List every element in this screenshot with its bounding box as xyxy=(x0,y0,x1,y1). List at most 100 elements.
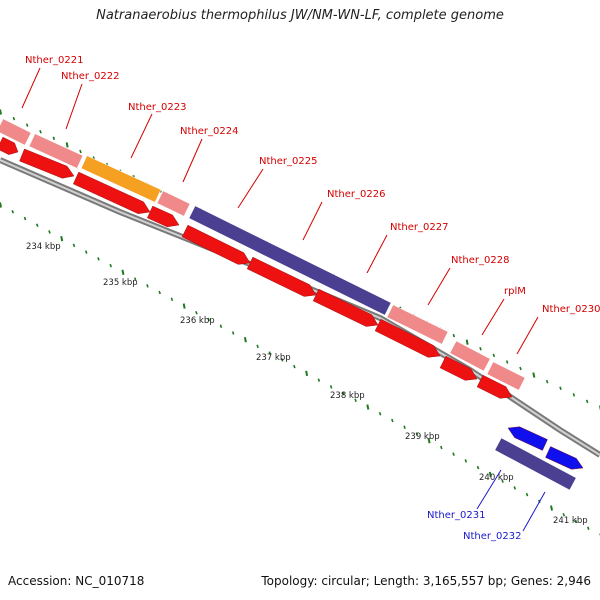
label-leader-line xyxy=(65,83,83,130)
gene-bar-nther-0222 xyxy=(28,133,84,169)
tick-mark xyxy=(146,284,149,288)
kbp-label: 235 kbp xyxy=(103,278,138,288)
tick-mark xyxy=(532,372,536,378)
cds-arrow-nther-0225 xyxy=(181,224,251,265)
gene-label: Nther_0225 xyxy=(259,156,317,167)
tick-mark xyxy=(403,425,406,429)
tick-mark xyxy=(501,479,504,483)
tick-mark xyxy=(476,465,480,470)
tick-mark xyxy=(12,116,16,121)
tick-mark xyxy=(231,331,235,335)
tick-mark xyxy=(342,391,345,396)
kbp-label: 239 kbp xyxy=(405,432,440,442)
tick-mark xyxy=(415,432,419,436)
tick-mark xyxy=(378,412,382,416)
gene-bar-nther-0227 xyxy=(386,304,449,345)
tick-mark xyxy=(545,379,549,384)
tick-mark xyxy=(97,257,100,261)
genome-backbone xyxy=(0,157,600,458)
tick-mark xyxy=(329,385,333,389)
backbone-inner xyxy=(0,159,600,456)
backbone-outer xyxy=(0,157,600,458)
tick-mark xyxy=(488,471,492,478)
tick-mark xyxy=(452,333,456,338)
tick-mark xyxy=(572,393,576,397)
cds-arrows xyxy=(0,136,584,470)
tick-mark xyxy=(23,216,27,221)
gene-bar-nther-0225-0226 xyxy=(188,205,392,316)
tick-mark xyxy=(427,438,431,444)
tick-mark xyxy=(0,109,2,115)
tick-mark xyxy=(586,526,590,531)
tick-mark xyxy=(293,364,296,369)
kbp-label: 241 kbp xyxy=(553,516,588,526)
gene-labels: Nther_0221 Nther_0222 Nther_0223 Nther_0224… xyxy=(21,55,600,542)
cds-arrow-nther-0221 xyxy=(0,136,19,155)
kbp-label: 234 kbp xyxy=(26,242,61,252)
label-leader-line xyxy=(21,67,41,109)
tick-mark xyxy=(513,486,517,490)
tick-mark xyxy=(464,459,468,463)
tick-mark xyxy=(109,263,112,268)
tick-mark xyxy=(11,209,15,214)
cds-arrow-nther-0231 xyxy=(507,426,548,451)
cds-arrow-nther-0226b xyxy=(312,288,379,327)
label-leader-line xyxy=(366,234,388,274)
tick-mark xyxy=(25,123,29,127)
tick-mark xyxy=(158,290,161,295)
gene-bar-nther-0224 xyxy=(156,190,191,217)
tick-mark xyxy=(317,378,321,382)
gene-label: Nther_0221 xyxy=(25,55,83,66)
tick-mark xyxy=(52,136,56,141)
cds-arrow-nther-0232 xyxy=(545,446,584,470)
genome-title: Natranaerobius thermophilus JW/NM-WN-LF,… xyxy=(96,8,504,23)
tick-mark xyxy=(35,223,39,227)
accession-text: Accession: NC_010718 xyxy=(8,574,145,588)
tick-mark xyxy=(525,492,529,497)
tick-mark xyxy=(452,452,455,456)
kbp-label: 236 kbp xyxy=(180,316,215,326)
tick-mark xyxy=(219,324,223,328)
tick-mark xyxy=(79,149,82,154)
tick-mark xyxy=(48,230,51,234)
tick-mark xyxy=(354,398,357,403)
cds-arrow-nther-0228 xyxy=(439,355,478,381)
label-leader-line xyxy=(481,298,505,336)
gene-label: Nther_0228 xyxy=(451,255,509,266)
label-leader-line xyxy=(516,316,539,355)
gene-label: Nther_0224 xyxy=(180,126,238,137)
label-leader-line xyxy=(522,491,546,532)
cds-arrow-nther-0223 xyxy=(73,171,151,214)
gene-bar-nther-0231-0232 xyxy=(494,437,577,491)
tick-mark xyxy=(465,339,469,345)
tick-mark xyxy=(84,250,88,254)
tick-mark xyxy=(574,519,578,524)
gene-bars xyxy=(0,118,577,491)
tick-mark xyxy=(366,404,370,410)
tick-mark xyxy=(72,243,76,248)
cds-arrow-nther-0227 xyxy=(374,318,441,358)
tick-mark xyxy=(170,297,174,302)
gene-label: Nther_0223 xyxy=(128,102,186,113)
gene-bar-rplm xyxy=(449,340,491,372)
tick-mark xyxy=(562,513,566,517)
gene-label: rplM xyxy=(504,286,526,297)
gene-label: Nther_0227 xyxy=(390,222,448,233)
genome-summary-text: Topology: circular; Length: 3,165,557 bp… xyxy=(261,574,591,588)
tick-mark xyxy=(65,142,69,148)
tick-mark xyxy=(39,129,42,134)
kbp-label: 238 kbp xyxy=(330,391,365,401)
gene-label: Nther_0232 xyxy=(463,531,521,542)
tick-mark xyxy=(440,445,443,450)
tick-mark xyxy=(195,311,198,315)
kbp-label: 237 kbp xyxy=(256,353,291,363)
label-leader-line xyxy=(182,138,203,183)
tick-mark xyxy=(492,353,496,358)
tick-mark xyxy=(391,418,394,423)
cds-arrow-rplm xyxy=(476,374,513,399)
tick-mark xyxy=(60,235,64,242)
cds-arrow-nther-0222 xyxy=(19,148,75,179)
label-leader-line xyxy=(427,267,451,306)
